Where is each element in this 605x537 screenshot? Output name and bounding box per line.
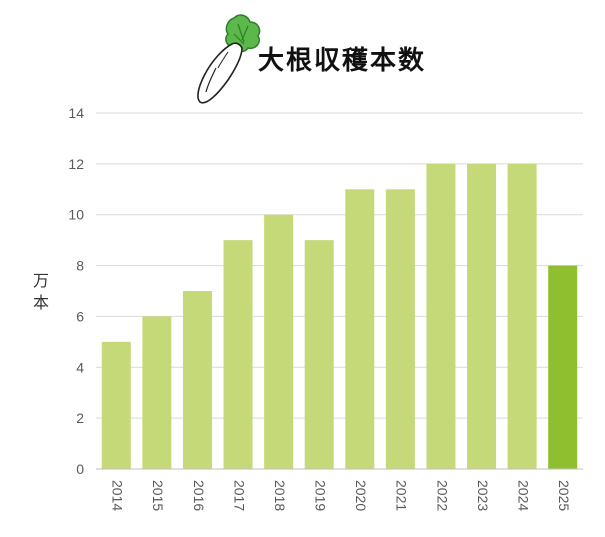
bar-2016 — [182, 291, 212, 469]
x-tick-label: 2024 — [515, 480, 531, 511]
bar-2025 — [548, 265, 578, 469]
x-tick-label: 2025 — [556, 480, 572, 511]
y-tick-label: 14 — [68, 105, 84, 121]
x-tick-label: 2016 — [191, 480, 207, 511]
bar-2021 — [385, 189, 415, 470]
y-axis-label: 万本 — [32, 271, 49, 312]
x-tick-label: 2017 — [231, 480, 247, 511]
x-tick-label: 2023 — [475, 480, 491, 511]
y-tick-label: 4 — [76, 359, 84, 375]
y-tick-label: 8 — [76, 258, 84, 274]
bar-2022 — [426, 163, 456, 469]
x-tick-label: 2015 — [150, 480, 166, 511]
bar-2014 — [101, 341, 131, 469]
y-tick-label: 2 — [76, 410, 84, 426]
x-tick-label: 2020 — [353, 480, 369, 511]
bar-2019 — [304, 240, 334, 469]
x-tick-label: 2014 — [110, 480, 126, 511]
x-tick-label: 2021 — [394, 480, 410, 511]
y-tick-label: 6 — [76, 308, 84, 324]
bar-2023 — [467, 163, 497, 469]
y-tick-label: 10 — [68, 207, 84, 223]
bar-2018 — [264, 214, 294, 469]
chart-title: 大根収穫本数 — [258, 46, 427, 76]
bar-2020 — [345, 189, 375, 470]
y-tick-label: 12 — [68, 156, 84, 172]
x-tick-label: 2018 — [272, 480, 288, 511]
radish-icon — [197, 14, 261, 104]
x-tick-label: 2019 — [313, 480, 329, 511]
bar-2017 — [223, 240, 253, 469]
y-tick-label: 0 — [76, 461, 84, 477]
x-tick-label: 2022 — [434, 480, 450, 511]
bar-2024 — [507, 163, 537, 469]
bar-2015 — [142, 316, 172, 469]
